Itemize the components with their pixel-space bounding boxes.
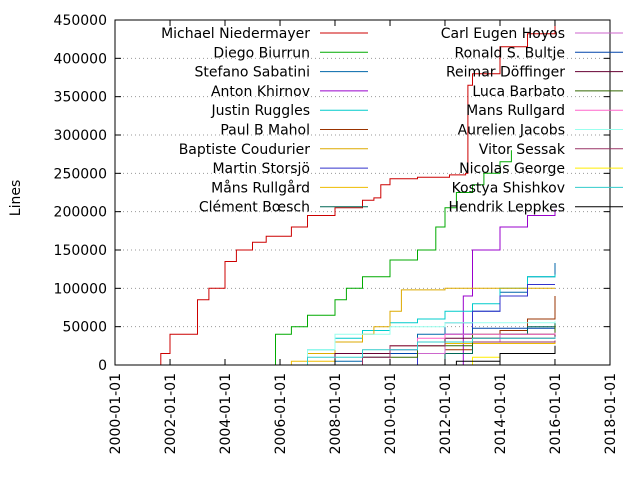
y-tick-label: 150000	[54, 243, 107, 259]
legend-label: Michael Niedermayer	[161, 26, 310, 42]
x-tick-label: 2018-01-01	[603, 373, 619, 454]
y-axis: 0 50000 100000 150000 200000 250000 300000 3500…	[54, 13, 610, 374]
x-tick-label: 2006-01-01	[273, 373, 289, 454]
legend-label: Clément Bœsch	[199, 200, 310, 216]
legend-label: Justin Ruggles	[210, 103, 310, 119]
x-axis: 2000-01-01 2002-01-01 2004-01-01 2006-01-01…	[108, 20, 619, 454]
legend-label: Martin Storsjö	[212, 161, 310, 177]
series-line	[158, 22, 556, 366]
x-tick-label: 2016-01-01	[548, 373, 564, 454]
legend: Michael Niedermayer Diego Biurrun Stefano …	[161, 26, 623, 216]
legend-label: Måns Rullgård	[211, 179, 310, 196]
legend-label: Vitor Sessak	[479, 142, 566, 158]
series-line	[335, 340, 556, 366]
x-tick-label: 2010-01-01	[383, 373, 399, 454]
legend-label: Reimar Döffinger	[446, 65, 565, 81]
series-line	[454, 209, 556, 366]
series-line	[275, 150, 512, 366]
x-tick-label: 2002-01-01	[163, 373, 179, 454]
legend-label: Hendrik Leppkes	[448, 200, 565, 216]
y-tick-label: 350000	[54, 90, 107, 106]
y-tick-label: 450000	[54, 13, 107, 29]
legend-label: Stefano Sabatini	[195, 65, 310, 81]
y-tick-label: 400000	[54, 51, 107, 67]
legend-label: Ronald S. Bultje	[455, 45, 566, 61]
series-line	[280, 321, 556, 366]
series-line	[280, 287, 555, 366]
y-axis-label: Lines	[8, 180, 24, 216]
legend-label: Carl Eugen Hoyos	[441, 26, 565, 42]
y-tick-label: 50000	[62, 320, 107, 336]
x-tick-label: 2004-01-01	[218, 373, 234, 454]
legend-label: Luca Barbato	[472, 84, 565, 100]
legend-label: Mans Rullgard	[466, 103, 565, 119]
x-tick-label: 2008-01-01	[328, 373, 344, 454]
legend-label: Baptiste Coudurier	[179, 142, 311, 158]
y-tick-label: 0	[98, 358, 107, 374]
y-tick-label: 300000	[54, 128, 107, 144]
legend-label: Paul B Mahol	[220, 123, 310, 139]
y-tick-label: 100000	[54, 281, 107, 297]
y-tick-label: 250000	[54, 166, 107, 182]
plot-frame	[114, 19, 611, 366]
legend-label: Kostya Shishkov	[452, 180, 565, 196]
series-line	[280, 336, 556, 366]
legend-label: Diego Biurrun	[213, 45, 310, 61]
x-tick-label: 2012-01-01	[438, 373, 454, 454]
y-tick-label: 200000	[54, 205, 107, 221]
x-tick-label: 2014-01-01	[493, 373, 509, 454]
legend-label: Anton Khirnov	[211, 84, 310, 100]
legend-label: Aurelien Jacobs	[458, 123, 565, 139]
legend-label: Nicolas George	[459, 161, 565, 177]
x-tick-label: 2000-01-01	[108, 373, 124, 454]
